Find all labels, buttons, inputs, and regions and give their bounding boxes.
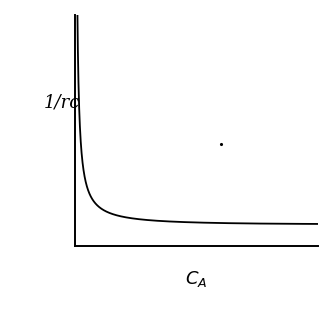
Text: 1/rc: 1/rc xyxy=(44,94,80,112)
Text: $C_A$: $C_A$ xyxy=(185,270,208,289)
